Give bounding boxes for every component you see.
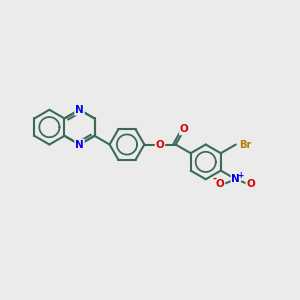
Text: N: N — [231, 174, 240, 184]
Text: O: O — [246, 178, 255, 189]
Text: O: O — [180, 124, 189, 134]
Text: N: N — [75, 140, 84, 149]
Text: Br: Br — [239, 140, 251, 149]
Text: +: + — [238, 171, 244, 180]
Text: O: O — [216, 178, 224, 189]
Text: O: O — [156, 140, 164, 149]
Text: N: N — [75, 105, 84, 115]
Text: -: - — [213, 174, 217, 184]
